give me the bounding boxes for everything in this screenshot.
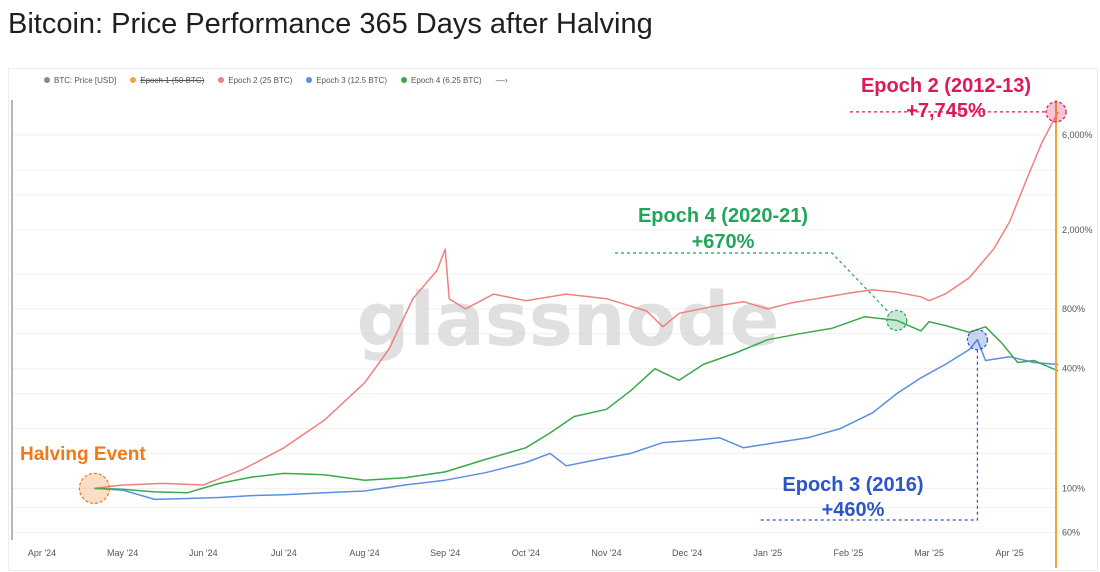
legend-dot-icon	[401, 77, 407, 83]
x-tick-label: Oct '24	[512, 548, 540, 558]
legend-label: Epoch 1 (50 BTC)	[140, 75, 205, 85]
page-title: Bitcoin: Price Performance 365 Days afte…	[8, 8, 653, 40]
legend-dot-icon	[306, 77, 313, 83]
legend-label: Epoch 2 (25 BTC)	[228, 75, 293, 85]
y-tick-label: 800%	[1062, 304, 1085, 314]
legend-dot-icon	[130, 77, 137, 83]
legend-dot-icon	[44, 77, 50, 83]
x-tick-label: Apr '24	[28, 548, 56, 558]
x-tick-label: Aug '24	[349, 548, 379, 558]
epoch2-value: +7,745%	[906, 100, 986, 122]
chart-panel	[8, 68, 1098, 571]
legend-item-4[interactable]: Epoch 4 (6.25 BTC)	[401, 75, 482, 85]
x-tick-label: Jan '25	[753, 548, 782, 558]
epoch2-label: Epoch 2 (2012-13)	[861, 75, 1031, 97]
x-tick-label: May '24	[107, 548, 138, 558]
legend-label: Epoch 4 (6.25 BTC)	[411, 75, 482, 85]
legend-item-3[interactable]: Epoch 3 (12.5 BTC)	[306, 75, 387, 85]
y-tick-label: 2,000%	[1062, 225, 1093, 235]
chart-legend: BTC: Price [USD] Epoch 1 (50 BTC) Epoch 2 …	[44, 75, 508, 85]
watermark: glassnode	[356, 277, 779, 363]
y-tick-label: 400%	[1062, 364, 1085, 374]
series-line-3	[94, 338, 1059, 501]
legend-item-2[interactable]: Epoch 2 (25 BTC)	[218, 75, 292, 85]
x-tick-label: Nov '24	[591, 548, 621, 558]
x-tick-label: Sep '24	[430, 548, 460, 558]
epoch4-leader	[615, 252, 891, 314]
x-tick-label: Jul '24	[271, 548, 297, 558]
y-tick-label: 60%	[1062, 527, 1080, 537]
x-tick-label: Jun '24	[189, 548, 218, 558]
epoch2-marker	[1045, 101, 1067, 123]
grid-lines	[12, 134, 1058, 533]
epoch4-label: Epoch 4 (2020-21)	[638, 205, 808, 227]
x-tick-label: Dec '24	[672, 548, 702, 558]
series-line-4	[94, 316, 1059, 494]
series-line-2	[94, 111, 1059, 490]
x-tick-label: Apr '25	[996, 548, 1024, 558]
axis-layer: 60% 100% 400% 800% 2,000% 6,000% Apr '24 May '2…	[11, 100, 1093, 568]
annotation-layer: Halving Event Epoch 2 (2012-13) +7,745% Epo…	[20, 75, 1067, 521]
epoch4-marker	[886, 309, 908, 332]
y-tick-label: 6,000%	[1062, 130, 1093, 140]
x-tick-label: Feb '25	[834, 548, 864, 558]
epoch3-marker	[966, 329, 989, 351]
x-tick-label: Mar '25	[914, 548, 944, 558]
legend-item-0[interactable]: BTC: Price [USD]	[44, 75, 116, 85]
legend-dot-icon	[218, 77, 225, 83]
legend-label: Epoch 3 (12.5 BTC)	[316, 75, 387, 85]
legend-item-1[interactable]: Epoch 1 (50 BTC)	[130, 75, 204, 85]
epoch3-value: +460%	[822, 499, 885, 521]
legend-more-icon[interactable]: —›	[495, 75, 508, 85]
epoch3-leader	[758, 349, 979, 521]
halving-label: Halving Event	[20, 444, 146, 465]
epoch3-label: Epoch 3 (2016)	[782, 474, 923, 496]
halving-marker	[78, 472, 111, 504]
legend-label: BTC: Price [USD]	[54, 75, 117, 85]
series-layer	[94, 111, 1059, 501]
y-tick-label: 100%	[1062, 483, 1085, 493]
epoch4-value: +670%	[692, 231, 755, 253]
